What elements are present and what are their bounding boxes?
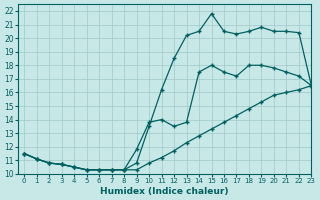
X-axis label: Humidex (Indice chaleur): Humidex (Indice chaleur) <box>100 187 229 196</box>
